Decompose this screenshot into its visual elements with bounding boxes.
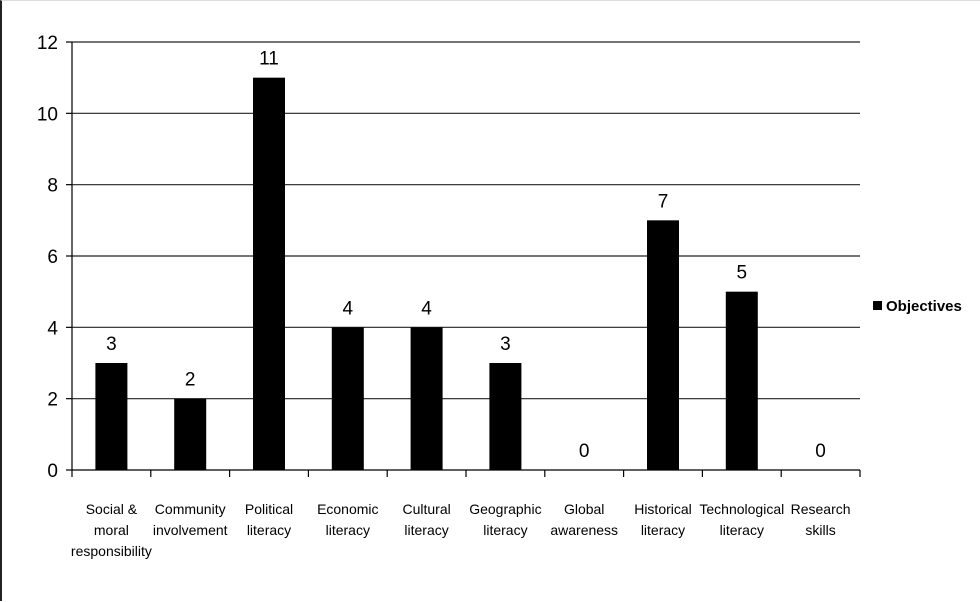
x-category-label: Political literacy [245,501,293,538]
data-label: 2 [185,370,196,391]
x-category-label: Cultural literacy [402,501,450,538]
data-label: 11 [259,49,279,70]
y-tick-label: 8 [47,176,58,197]
x-category-label: Historical literacy [634,501,692,538]
bar [410,327,443,470]
x-category-label: Technological literacy [699,501,784,538]
x-category-label: Geographic literacy [469,501,541,538]
x-category-label: Economic literacy [317,501,378,538]
data-label: 5 [737,263,748,284]
data-label: 0 [815,441,826,462]
y-tick-label: 12 [37,33,58,54]
x-category-label: Global awareness [550,501,618,538]
data-labels: 3 2 11 4 4 3 0 7 5 0 [106,49,826,462]
data-label: 0 [579,441,590,462]
legend-swatch [873,301,882,310]
x-category-label: Social & moral responsibility [71,501,152,559]
bar [253,77,285,471]
bar [489,363,522,470]
x-category-label: Research skills [791,501,851,538]
data-label: 7 [658,191,669,212]
y-tick-label: 0 [47,461,58,482]
legend: Objectives [873,298,962,315]
y-tick-label: 4 [47,318,58,339]
data-label: 3 [106,334,117,355]
y-tick-label: 10 [37,104,58,125]
data-label: 4 [421,298,432,319]
bar [174,398,207,470]
legend-label: Objectives [886,298,962,315]
data-label: 3 [500,334,511,355]
bars [95,77,758,471]
bar [95,363,128,470]
data-label: 4 [343,298,354,319]
y-axis-tick-labels: 0 2 4 6 8 10 12 [37,33,59,482]
bar [725,291,758,470]
x-category-label: Community involvement [153,501,228,538]
bar [331,327,364,470]
y-tick-label: 2 [47,390,58,411]
y-tick-label: 6 [47,247,58,268]
bar [647,220,679,470]
